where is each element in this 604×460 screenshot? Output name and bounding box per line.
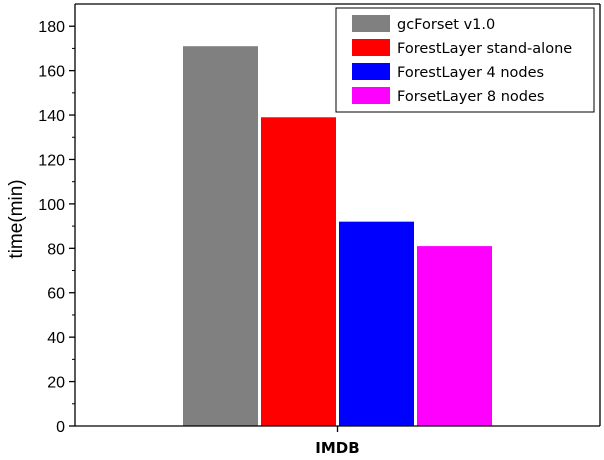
legend-label-1: gcForset v1.0	[397, 17, 495, 33]
bar-4	[417, 246, 492, 426]
bars-group	[183, 46, 492, 426]
bar-1	[183, 46, 258, 426]
y-tick-label: 140	[38, 108, 65, 125]
legend-swatch-1	[352, 15, 390, 32]
y-tick-label: 40	[47, 330, 65, 347]
y-tick-label: 180	[38, 19, 65, 36]
bar-2	[261, 117, 336, 426]
legend-swatch-2	[352, 39, 390, 56]
bar-3	[339, 221, 414, 426]
y-tick-label: 0	[56, 419, 65, 436]
legend-swatch-4	[352, 87, 390, 104]
y-tick-label: 100	[38, 197, 65, 214]
y-tick-label: 60	[47, 286, 65, 303]
x-category-label: IMDB	[315, 439, 359, 457]
x-categories-group: IMDB	[315, 426, 360, 457]
legend: gcForset v1.0 ForestLayer stand-alone Fore…	[335, 7, 595, 113]
legend-label-3: ForestLayer 4 nodes	[397, 65, 544, 81]
y-tick-label: 20	[47, 375, 65, 392]
y-ticks-group: 0 20 40 60 80 100 120 140 160 180	[38, 19, 75, 436]
y-tick-label: 160	[38, 64, 65, 81]
y-tick-label: 80	[47, 241, 65, 258]
legend-label-2: ForestLayer stand-alone	[397, 41, 572, 57]
y-axis-title: time(min)	[6, 179, 27, 258]
y-tick-label: 120	[38, 152, 65, 169]
legend-label-4: ForsetLayer 8 nodes	[397, 89, 544, 105]
legend-swatch-3	[352, 63, 390, 80]
